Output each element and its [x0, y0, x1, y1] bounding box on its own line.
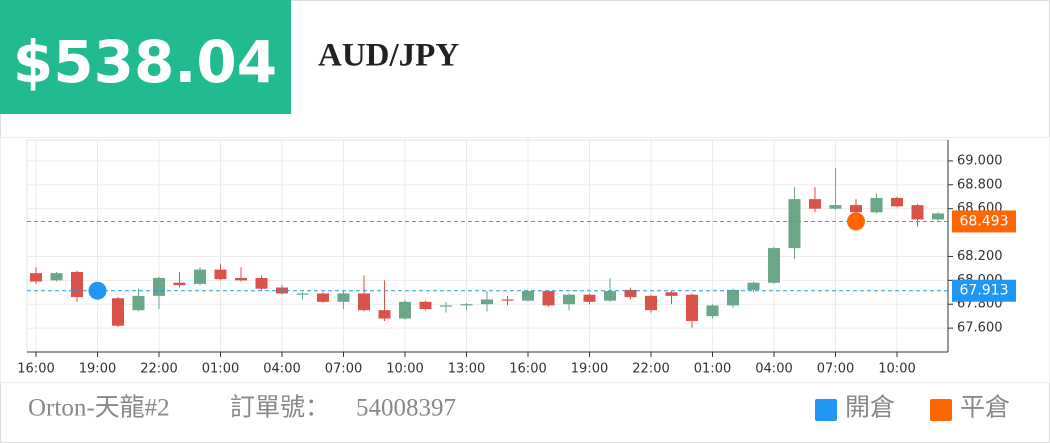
candle-body: [440, 305, 452, 307]
candle-body: [891, 197, 903, 207]
candle-body: [501, 299, 514, 301]
x-tick-label: 10:00: [386, 362, 423, 377]
legend-label: 開倉: [845, 394, 895, 422]
candle-body: [604, 291, 616, 301]
account: Orton-天龍#2: [28, 394, 170, 422]
candle-body: [296, 293, 309, 295]
x-tick-label: 22:00: [632, 362, 669, 377]
candle-body: [563, 294, 575, 305]
amount: $538.04: [13, 28, 277, 96]
candle-body: [235, 277, 247, 281]
x-tick-label: 01:00: [202, 362, 239, 377]
order-number: 54008397: [356, 395, 456, 422]
candle-body: [747, 282, 760, 290]
candle-body: [624, 289, 637, 298]
candle-body: [214, 269, 227, 280]
candle-body: [542, 291, 555, 306]
candle-body: [911, 205, 924, 220]
candle-body: [194, 269, 206, 284]
candle-body: [378, 310, 391, 319]
candle-body: [706, 305, 719, 317]
candle-body: [583, 294, 596, 302]
candle-body: [788, 199, 801, 249]
candle-body: [932, 213, 944, 220]
candle-body: [665, 292, 678, 296]
candle-body: [850, 205, 862, 213]
candle-body: [460, 304, 473, 306]
candle-body: [809, 199, 821, 209]
x-tick-label: 19:00: [79, 362, 116, 377]
x-tick-label: 13:00: [448, 362, 485, 377]
order-label: 訂單號：: [230, 394, 330, 422]
y-tick-label: 68.200: [957, 249, 1003, 264]
x-tick-label: 04:00: [755, 362, 792, 377]
x-tick-label: 01:00: [694, 362, 731, 377]
candle-body: [317, 293, 329, 302]
candle-body: [337, 293, 350, 302]
x-tick-label: 16:00: [509, 362, 546, 377]
candle-body: [686, 294, 698, 321]
candle-body: [829, 205, 842, 209]
legend-swatch: [930, 399, 952, 421]
x-tick-label: 16:00: [17, 362, 54, 377]
y-tick-label: 69.000: [957, 153, 1003, 168]
x-tick-label: 10:00: [878, 362, 915, 377]
price-label-box: [952, 210, 1016, 233]
x-tick-label: 22:00: [140, 362, 177, 377]
candle-body: [522, 291, 534, 301]
legend-swatch: [815, 399, 837, 421]
candle-body: [768, 248, 780, 283]
candle-body: [71, 271, 83, 298]
candle-body: [173, 282, 186, 286]
trade-marker: [88, 281, 107, 300]
symbol: AUD/JPY: [318, 38, 459, 74]
legend-label: 平倉: [960, 394, 1010, 422]
price-label: 68.493: [960, 213, 1009, 229]
candle-body: [255, 277, 268, 289]
price-label: 67.913: [960, 283, 1009, 299]
candle-body: [645, 295, 657, 311]
x-tick-label: 04:00: [263, 362, 300, 377]
x-tick-label: 07:00: [325, 362, 362, 377]
trade-marker: [847, 212, 865, 231]
candle-body: [112, 298, 124, 326]
candle-body: [132, 295, 145, 311]
candle-body: [50, 273, 63, 281]
candle-body: [419, 301, 432, 310]
candle-body: [153, 277, 165, 296]
y-tick-label: 68.800: [957, 177, 1003, 192]
y-tick-label: 67.600: [957, 321, 1003, 336]
candle-body: [727, 289, 739, 306]
candle-body: [30, 273, 42, 282]
x-tick-label: 07:00: [817, 362, 854, 377]
candle-body: [358, 293, 370, 311]
amount-box: [0, 0, 291, 114]
price-label-box: [952, 279, 1016, 302]
candle-body: [399, 301, 411, 319]
x-tick-label: 19:00: [571, 362, 608, 377]
candle-body: [481, 299, 493, 305]
candle-body: [870, 197, 883, 213]
